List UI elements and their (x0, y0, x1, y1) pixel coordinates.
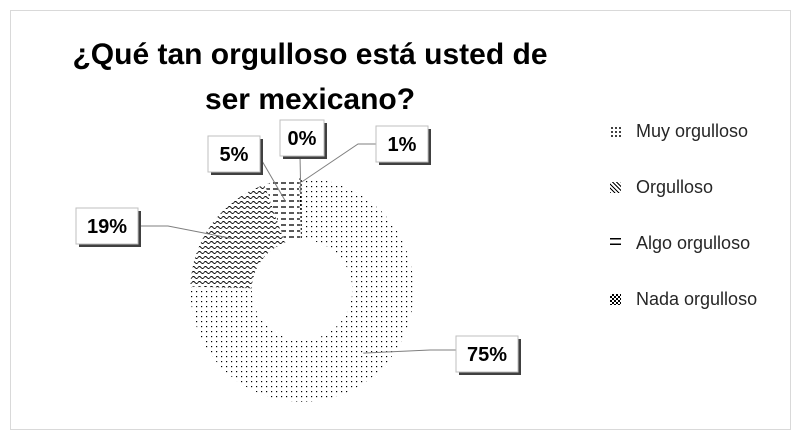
leader-line-muy-orgulloso (363, 349, 456, 354)
chart-title: ¿Qué tan orgulloso está usted de ser mex… (72, 38, 548, 116)
data-label-orgulloso-text: 19% (87, 216, 127, 238)
data-label-nada-orgulloso-text: 0% (288, 128, 317, 150)
data-label-muy-orgulloso: 75% (455, 335, 521, 375)
legend-label-nada-orgulloso: Nada orgulloso (636, 289, 758, 309)
data-label-orgulloso: 19% (75, 207, 141, 247)
legend-swatch-algo-orgulloso (610, 238, 621, 249)
legend-swatch-muy-orgulloso (610, 126, 621, 137)
data-label-nada-orgulloso: 0% (279, 119, 327, 159)
legend-item-muy-orgulloso: Muy orgulloso (610, 118, 790, 174)
legend-label-orgulloso: Orgulloso (636, 177, 714, 197)
chart-legend: Muy orgulloso Orgulloso Algo orgulloso Nada… (610, 118, 790, 342)
slice-muy-orgulloso (189, 177, 415, 403)
legend-item-orgulloso: Orgulloso (610, 174, 790, 230)
slice-orgulloso (189, 184, 286, 289)
legend-swatch-nada-orgulloso (610, 294, 621, 305)
leader-line-orgulloso (138, 225, 231, 239)
data-label-algo-orgulloso: 5% (207, 135, 263, 175)
legend-item-algo-orgulloso: Algo orgulloso (610, 230, 790, 286)
legend-item-nada-orgulloso: Nada orgulloso (610, 286, 790, 342)
data-label-algo-orgulloso-text: 5% (220, 144, 249, 166)
data-label-extra: 1% (375, 125, 431, 165)
data-label-extra-text: 1% (388, 134, 417, 156)
legend-label-algo-orgulloso: Algo orgulloso (636, 233, 751, 253)
data-label-muy-orgulloso-text: 75% (467, 344, 507, 366)
leader-line-extra (301, 143, 376, 183)
legend-swatch-orgulloso (610, 182, 621, 193)
leader-line-nada-orgulloso (299, 155, 302, 195)
legend-label-muy-orgulloso: Muy orgulloso (636, 121, 749, 141)
